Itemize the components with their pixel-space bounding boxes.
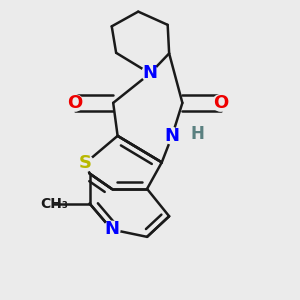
Circle shape xyxy=(142,65,158,82)
Circle shape xyxy=(164,128,180,144)
Circle shape xyxy=(67,94,83,111)
Text: N: N xyxy=(142,64,158,82)
Text: CH₃: CH₃ xyxy=(40,196,68,211)
Circle shape xyxy=(77,155,94,172)
Circle shape xyxy=(212,94,229,111)
Text: O: O xyxy=(213,94,228,112)
Text: S: S xyxy=(79,154,92,172)
Circle shape xyxy=(103,221,120,238)
Text: N: N xyxy=(104,220,119,238)
Text: N: N xyxy=(165,127,180,145)
Text: O: O xyxy=(67,94,83,112)
Text: H: H xyxy=(190,125,204,143)
